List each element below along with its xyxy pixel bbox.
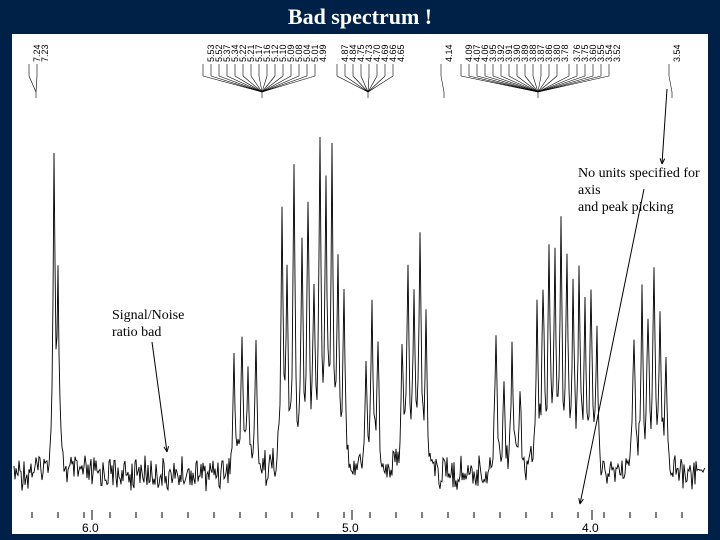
spectrum-svg: 6.0 5.0 4.0: [12, 34, 708, 534]
spectrum-chart: 6.0 5.0 4.0 7.247.235.535.525.375.345.225.…: [12, 34, 708, 534]
peak-label: 4.99: [318, 44, 328, 62]
peak-label: 4.65: [396, 44, 406, 62]
peak-labels: 7.247.235.535.525.375.345.225.215.175.16…: [12, 34, 708, 99]
annotation-sn-ratio: Signal/Noiseratio bad: [112, 308, 184, 342]
peak-label: 3.78: [560, 44, 570, 62]
peak-label: 7.23: [40, 44, 50, 62]
svg-text:5.0: 5.0: [342, 521, 359, 534]
slide-title: Bad spectrum !: [0, 0, 720, 30]
annotation-no-units: No units specified for axisand peak pick…: [578, 166, 708, 216]
peak-label: 4.14: [444, 44, 454, 62]
peak-label: 3.54: [672, 44, 682, 62]
svg-text:4.0: 4.0: [582, 521, 599, 534]
peak-label: 3.52: [612, 44, 622, 62]
slide-root: Bad spectrum ! 6.0 5.0 4.0 7.247.235.535.5…: [0, 0, 720, 540]
svg-text:6.0: 6.0: [82, 521, 99, 534]
